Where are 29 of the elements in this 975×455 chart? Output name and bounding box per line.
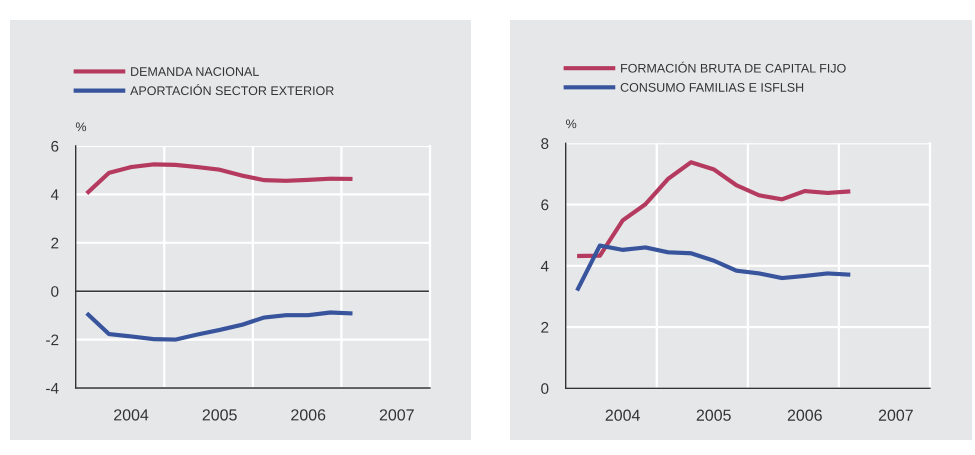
legend-label: DEMANDA NACIONAL	[131, 67, 259, 76]
x-tick-label: 2006	[788, 410, 822, 421]
y-tick-label: -4	[46, 383, 59, 394]
legend-label: CONSUMO FAMILIAS E ISFLSH	[620, 82, 804, 92]
x-tick-label: 2004	[114, 409, 148, 421]
x-tick-label: 2007	[380, 409, 414, 421]
legend-label: FORMACIÓN BRUTA DE CAPITAL FIJO	[621, 62, 846, 73]
y-tick-label: 6	[51, 140, 58, 152]
x-tick-label: 2005	[696, 410, 731, 421]
y-tick-label: -2	[46, 334, 58, 346]
legend-label: APORTACIÓN SECTOR EXTERIOR	[130, 84, 334, 96]
y-tick-label: 4	[540, 260, 549, 272]
line-series	[84, 310, 355, 342]
x-tick-label: 2005	[202, 409, 237, 421]
y-tick-label: 0	[541, 383, 548, 394]
x-tick-label: 2006	[291, 409, 326, 421]
y-tick-label: 2	[541, 322, 548, 333]
y-tick-label: 8	[541, 138, 548, 149]
x-tick-label: 2007	[878, 410, 913, 421]
x-tick-label: 2004	[606, 410, 640, 421]
y-tick-label: 4	[50, 189, 59, 200]
y-tick-label: 0	[51, 286, 58, 297]
y-axis-title: %	[566, 119, 576, 128]
y-tick-label: 6	[541, 199, 548, 210]
y-axis-title: %	[76, 122, 86, 132]
line-series	[575, 244, 852, 293]
line-series	[575, 160, 852, 258]
line-series	[84, 162, 355, 196]
y-tick-label: 2	[51, 238, 58, 248]
